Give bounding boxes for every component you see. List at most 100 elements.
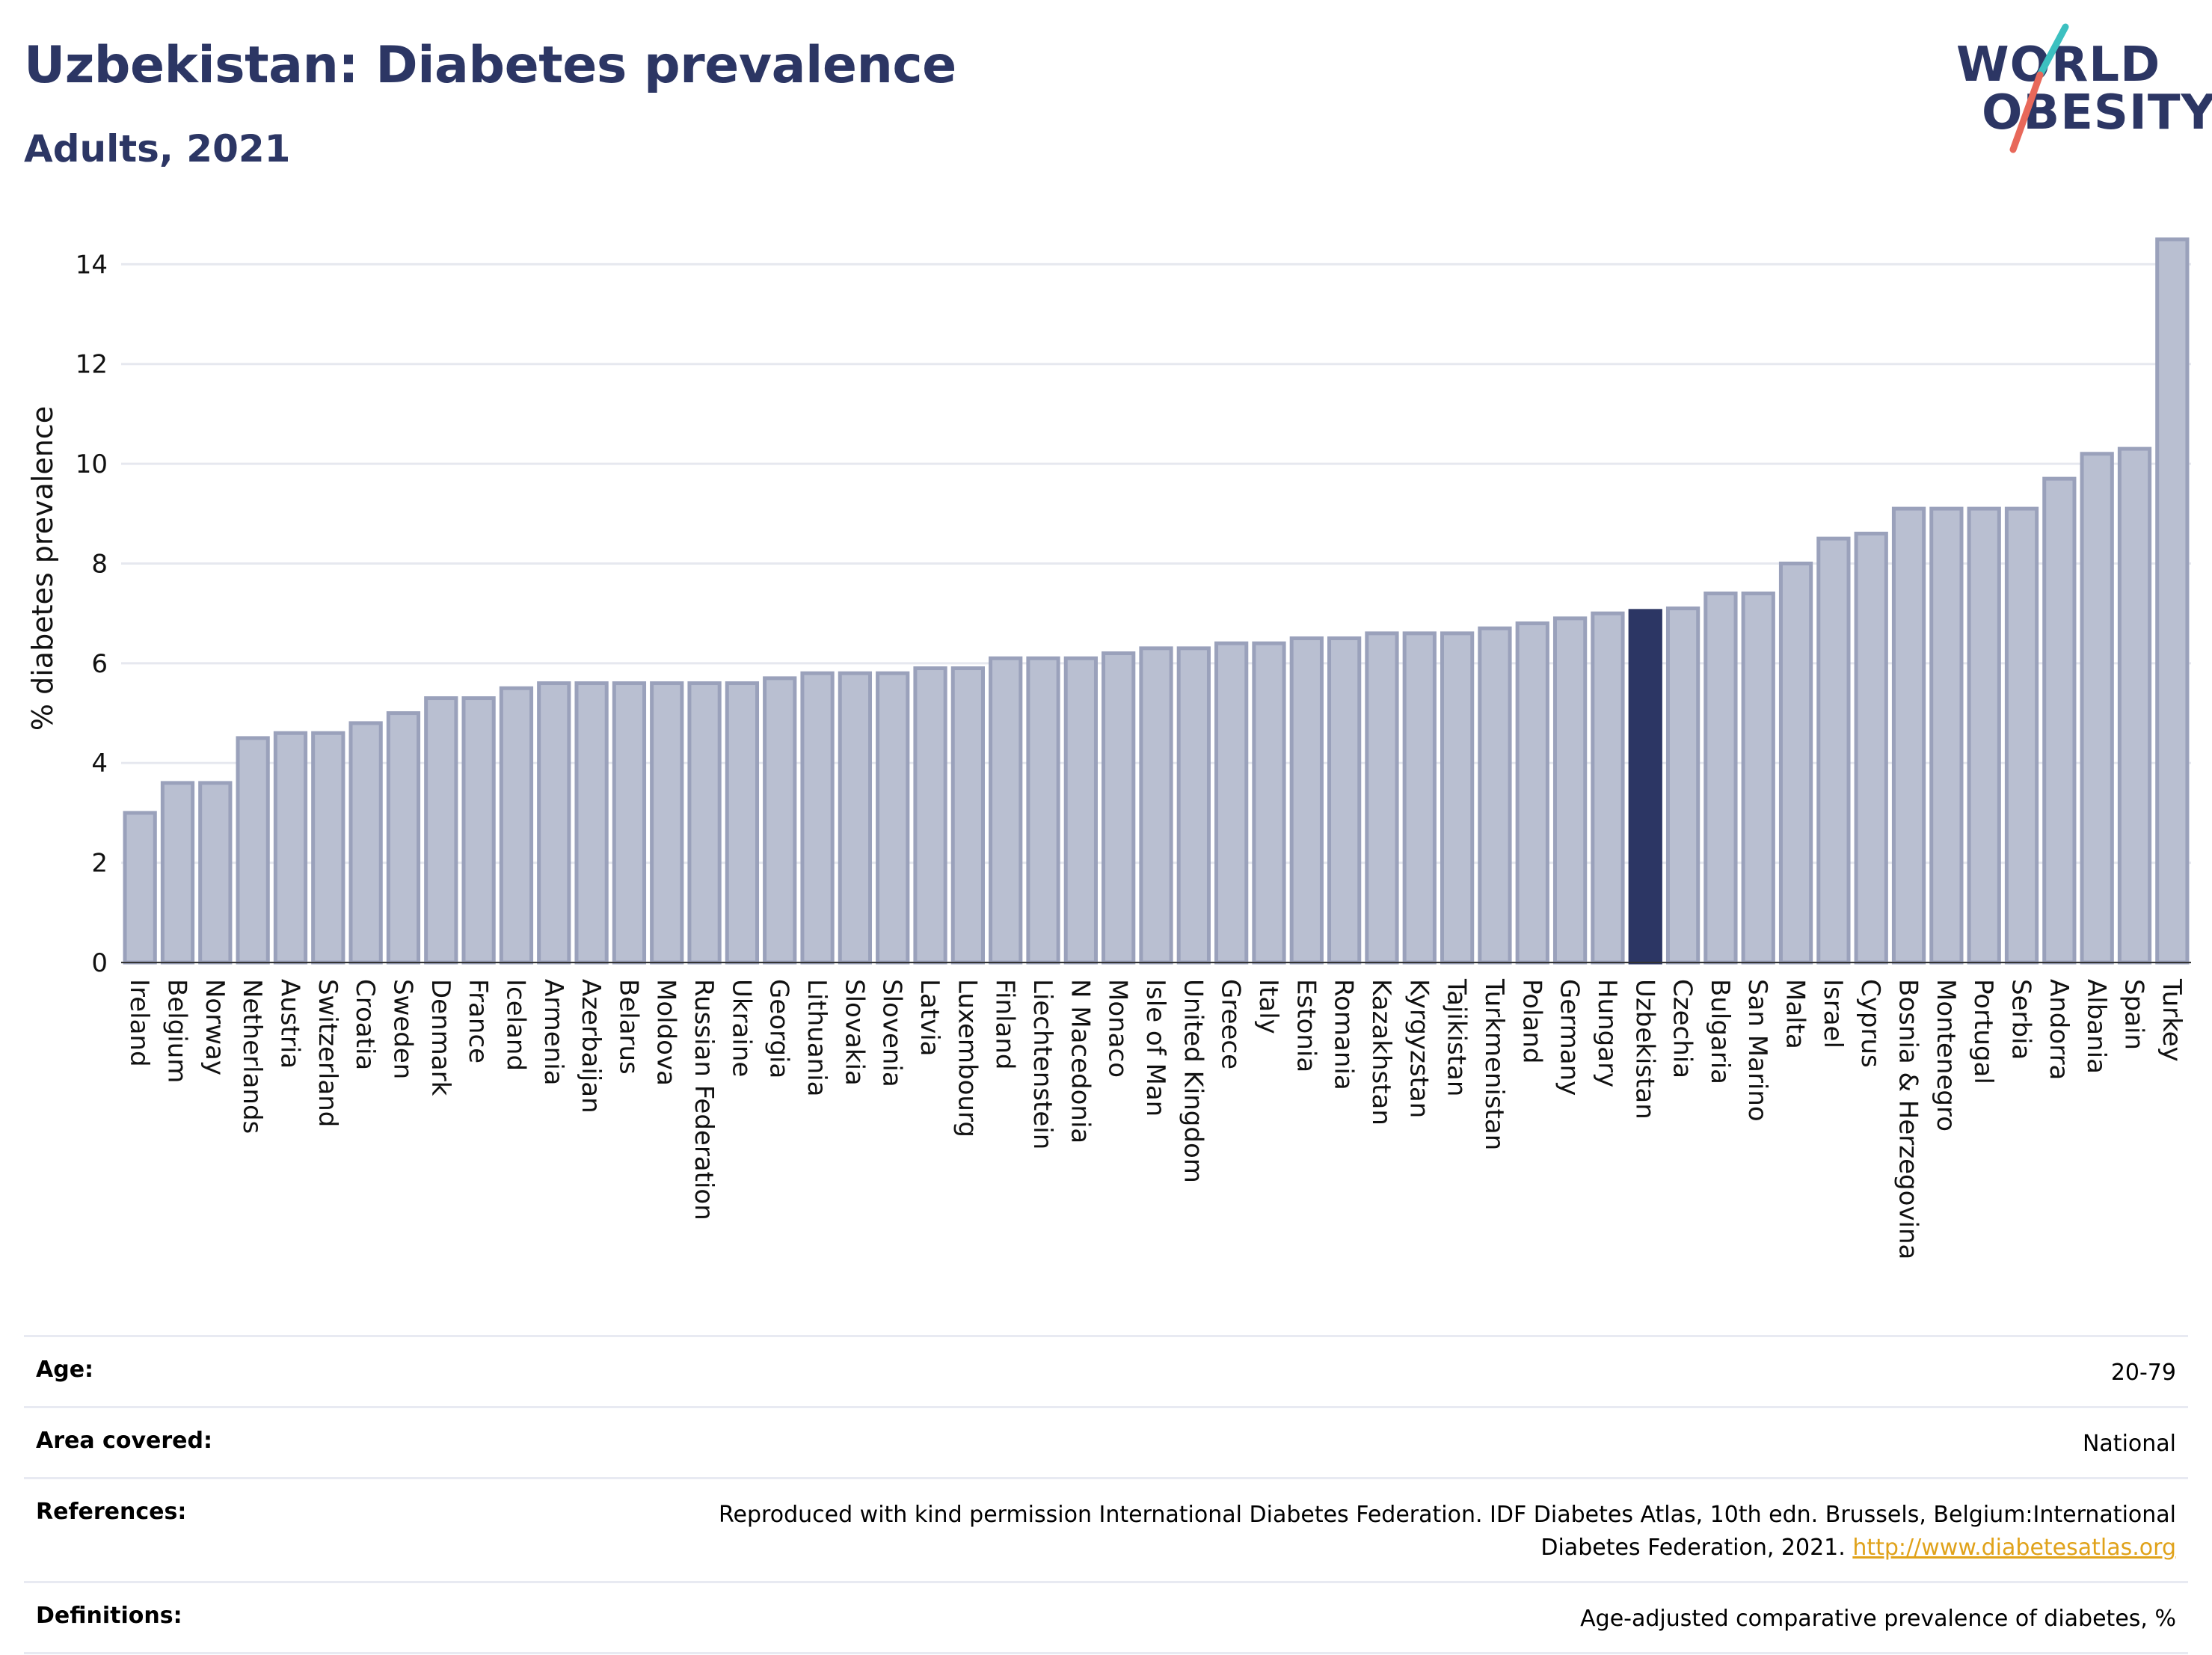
x-tick-label: Ireland: [124, 979, 154, 1067]
x-tick-label: Switzerland: [313, 979, 342, 1127]
bar: [1365, 631, 1399, 965]
bar: [160, 781, 195, 965]
x-tick-label: San Marino: [1742, 979, 1772, 1122]
x-tick-label: Moldova: [651, 979, 681, 1086]
bar: [2042, 476, 2077, 965]
x-tick-label: Serbia: [2006, 979, 2036, 1060]
references-text: Reproduced with kind permission Internat…: [719, 1502, 2176, 1561]
x-tick-label: Malta: [1781, 979, 1810, 1049]
bars: [121, 237, 2191, 965]
bar: [1402, 631, 1437, 965]
info-value: National: [2082, 1431, 2176, 1457]
bar: [989, 656, 1023, 965]
info-value-references: Reproduced with kind permission Internat…: [651, 1499, 2176, 1565]
x-tick-label: Georgia: [764, 979, 794, 1078]
x-tick-label: Latvia: [915, 979, 944, 1057]
bar: [1741, 592, 1775, 965]
x-tick-label: Norway: [200, 979, 230, 1075]
bar: [1026, 656, 1060, 965]
x-tick-label: Netherlands: [237, 979, 267, 1134]
bar: [1703, 592, 1738, 965]
x-tick-label: Finland: [990, 979, 1020, 1070]
x-tick-label: Slovakia: [839, 979, 869, 1086]
bar: [1289, 636, 1324, 965]
x-tick-label: Liechtenstein: [1027, 979, 1057, 1149]
bar: [311, 731, 345, 965]
x-tick-label: France: [463, 979, 493, 1063]
y-axis-label: % diabetes prevalence: [26, 406, 59, 731]
x-tick-label: Croatia: [350, 979, 380, 1070]
x-tick-label: Kyrgyzstan: [1404, 979, 1434, 1118]
bar: [1102, 651, 1136, 965]
bar: [800, 671, 835, 965]
bar: [1591, 611, 1625, 965]
info-label: References:: [36, 1499, 187, 1525]
diabetes-atlas-link[interactable]: http://www.diabetesatlas.org: [1852, 1535, 2176, 1561]
bar: [461, 696, 496, 965]
y-tick-label: 14: [76, 250, 108, 280]
x-tick-label: Hungary: [1592, 979, 1622, 1087]
bar: [1816, 536, 1851, 965]
bar: [1252, 641, 1286, 965]
chart-title: Uzbekistan: Diabetes prevalence: [24, 36, 956, 95]
logo-slash-icon: [2009, 23, 2069, 153]
x-tick-label: Russian Federation: [689, 979, 719, 1220]
y-tick-label: 10: [76, 449, 108, 479]
bar: [2117, 446, 2152, 965]
x-tick-label: Turkey: [2157, 978, 2187, 1062]
chart-subtitle: Adults, 2021: [24, 127, 291, 171]
x-tick-label: Spain: [2119, 979, 2149, 1050]
bar: [273, 731, 308, 965]
info-row-area: Area covered: National: [24, 1406, 2188, 1477]
bar: [763, 676, 797, 965]
bar: [876, 671, 910, 965]
bar: [838, 671, 873, 965]
x-tick-label: Greece: [1216, 979, 1246, 1069]
bar: [386, 711, 421, 965]
bar: [1854, 531, 1888, 965]
x-tick-label: Monaco: [1103, 979, 1133, 1078]
bar: [123, 811, 157, 965]
bar: [1440, 631, 1475, 965]
bar: [198, 781, 233, 965]
bar: [1478, 626, 1512, 965]
bar: [2004, 506, 2039, 965]
x-tick-label: Armenia: [538, 979, 568, 1086]
bar: [1929, 506, 1964, 965]
y-tick-label: 0: [91, 948, 108, 978]
bar: [1778, 561, 1813, 965]
bar: [424, 696, 458, 965]
x-tick-label: Kazakhstan: [1366, 979, 1396, 1126]
x-tick-label: Israel: [1818, 979, 1848, 1048]
info-label: Age:: [36, 1357, 94, 1383]
bar: [2080, 452, 2114, 965]
bar: [2155, 237, 2190, 965]
bar: [1665, 607, 1701, 965]
x-tick-label: Italy: [1253, 979, 1283, 1034]
bar: [348, 721, 383, 965]
x-tick-label: Bulgaria: [1705, 979, 1735, 1084]
bar: [650, 681, 684, 965]
x-tick-label: Tajikistan: [1442, 978, 1472, 1096]
x-tick-label: Estonia: [1291, 979, 1321, 1072]
bar: [574, 681, 609, 965]
bar: [1515, 621, 1549, 965]
bar: [950, 666, 985, 965]
bar-highlighted: [1628, 609, 1662, 965]
x-tick-label: Denmark: [425, 979, 455, 1096]
info-table: Age: 20-79 Area covered: National Refere…: [24, 1335, 2188, 1654]
bar: [1967, 506, 2001, 965]
bar: [1214, 641, 1249, 965]
y-tick-label: 12: [76, 350, 108, 380]
y-tick-label: 4: [91, 749, 108, 779]
y-tick-label: 2: [91, 849, 108, 879]
info-label: Area covered:: [36, 1428, 212, 1454]
x-tick-label: Luxembourg: [952, 979, 982, 1137]
x-tick-label: Belarus: [613, 979, 643, 1075]
x-tick-label: Isle of Man: [1140, 979, 1170, 1117]
bar: [612, 681, 647, 965]
x-tick-label: Turkmenistan: [1479, 978, 1509, 1150]
x-tick-label: Iceland: [500, 979, 530, 1071]
x-tick-label: Albania: [2081, 979, 2111, 1074]
bar: [1327, 636, 1362, 965]
